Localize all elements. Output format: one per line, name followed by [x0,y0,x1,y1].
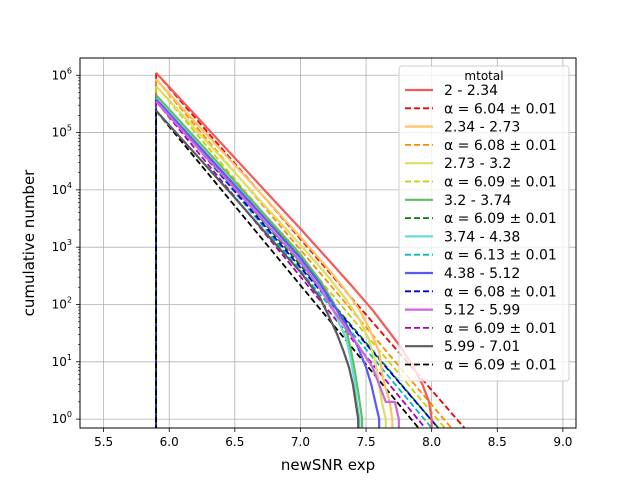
legend-label: 2 - 2.34 [444,83,498,99]
series-line [155,72,433,428]
legend-fit-label: α = 6.08 ± 0.01 [444,138,557,154]
series-line [155,85,387,428]
legend-frame [398,65,570,382]
y-tick-label: 103 [52,238,72,254]
y-axis-ticks: 100 101 102 103 104 105 106 [52,66,80,426]
legend-label: 3.74 - 4.38 [444,229,520,245]
legend-label: 5.12 - 5.99 [444,303,520,319]
series-line [155,100,400,428]
plot-frame [79,57,577,429]
x-axis-ticks: 5.5 6.0 6.5 7.0 7.5 8.0 8.5 9.0 [94,428,572,449]
legend: mtotal 2 - 2.34 α = 6.04 ± 0.01 2.34 - 2.7… [398,65,570,382]
legend-fit-label: α = 6.08 ± 0.01 [444,284,557,300]
x-tick-label: 5.5 [94,435,113,449]
legend-label: 4.38 - 5.12 [444,266,520,282]
series-line [155,78,394,428]
legend-fit-label: α = 6.09 ± 0.01 [444,175,557,191]
series-line [155,98,381,428]
y-tick-label: 101 [52,353,72,369]
x-tick-label: 8.0 [422,435,441,449]
x-tick-label: 6.0 [160,435,179,449]
legend-fit-label: α = 6.13 ± 0.01 [444,248,557,264]
legend-fit-label: α = 6.04 ± 0.01 [444,101,557,117]
x-tick-label: 7.0 [291,435,310,449]
legend-fit-label: α = 6.09 ± 0.01 [444,211,557,227]
x-tick-label: 7.5 [357,435,376,449]
fit-line [155,85,446,428]
legend-label: 5.99 - 7.01 [444,339,520,355]
x-tick-label: 9.0 [553,435,572,449]
x-axis-label: newSNR exp [281,456,375,474]
legend-label: 2.73 - 3.2 [444,156,511,172]
x-tick-label: 8.5 [488,435,507,449]
y-tick-label: 100 [52,410,72,426]
legend-fit-label: α = 6.09 ± 0.01 [444,358,557,374]
legend-label: 2.34 - 2.73 [444,120,520,136]
series-line [155,110,360,428]
x-tick-label: 6.5 [225,435,244,449]
legend-fit-label: α = 6.09 ± 0.01 [444,321,557,337]
y-tick-label: 105 [52,124,72,140]
legend-title: mtotal [464,69,503,83]
y-axis-label: cumulative number [20,169,38,317]
legend-label: 3.2 - 3.74 [444,193,511,209]
y-tick-label: 104 [52,181,72,197]
fit-line [155,100,426,428]
y-tick-label: 106 [52,66,72,82]
y-tick-label: 102 [52,295,72,311]
